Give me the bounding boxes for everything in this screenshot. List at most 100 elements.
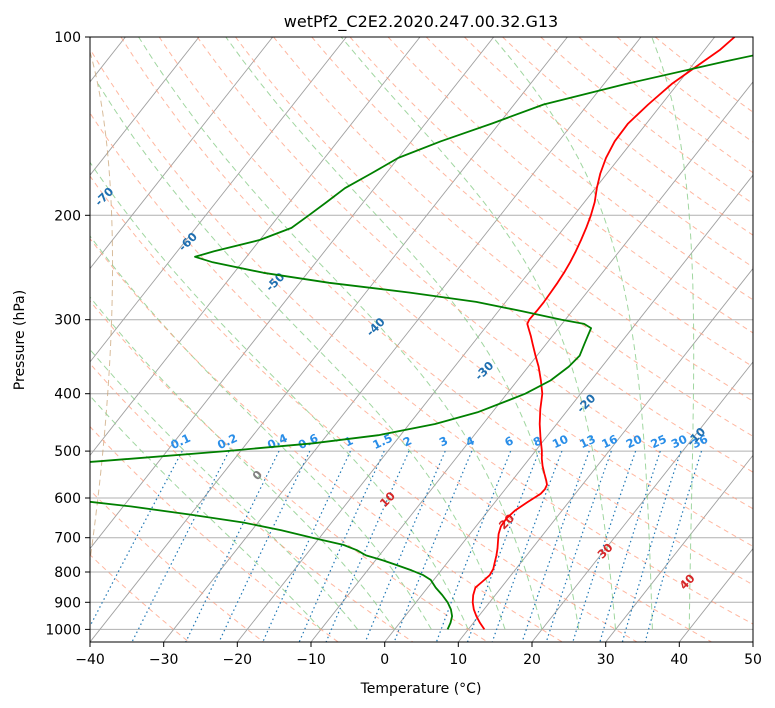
mixing-ratio-line bbox=[131, 450, 230, 642]
y-tick-label: 700 bbox=[54, 531, 81, 547]
pressure-gridlines bbox=[90, 37, 753, 630]
dry-adiabat-line bbox=[196, 37, 753, 510]
y-tick-label: 1000 bbox=[45, 622, 81, 638]
y-tick-label: 600 bbox=[54, 491, 81, 507]
y-tick-label: 800 bbox=[54, 565, 81, 581]
dry-adiabat-line bbox=[120, 37, 753, 586]
y-tick-label: 500 bbox=[54, 444, 81, 460]
dry-adiabat-line bbox=[540, 37, 753, 205]
dry-adiabat-label: -70 bbox=[92, 184, 117, 209]
y-tick-label: 100 bbox=[54, 30, 81, 46]
mixing-ratio-label: 25 bbox=[648, 432, 668, 451]
mixing-ratio-line bbox=[599, 450, 661, 642]
mixing-ratio-line bbox=[491, 450, 563, 642]
chart-title: wetPf2_C2E2.2020.247.00.32.G13 bbox=[284, 12, 558, 32]
moist-adiabat-line bbox=[492, 37, 653, 630]
moist-adiabat-label: 40 bbox=[676, 571, 697, 592]
dry-adiabat-label: -60 bbox=[175, 229, 200, 254]
x-tick-label: −30 bbox=[149, 652, 179, 668]
y-tick-label: 300 bbox=[54, 313, 81, 329]
moist-adiabat-line bbox=[97, 83, 506, 630]
y-tick-label: 200 bbox=[54, 208, 81, 224]
isotherm-line bbox=[236, 37, 716, 642]
moist-adiabat-line bbox=[90, 395, 322, 630]
mixing-ratio-line bbox=[572, 450, 637, 642]
mixing-ratio-line bbox=[466, 450, 540, 642]
isotherm-line bbox=[457, 267, 753, 642]
x-tick-label: 40 bbox=[670, 652, 688, 668]
dewpoint-series-line bbox=[90, 54, 753, 630]
moist-adiabat-line bbox=[90, 296, 396, 630]
dry-adiabat-line bbox=[311, 37, 753, 402]
isotherm-line bbox=[752, 641, 753, 642]
mixing-ratio-label: 1 bbox=[342, 433, 355, 449]
dry-adiabat-label: -40 bbox=[363, 315, 388, 340]
isotherm-line bbox=[384, 174, 753, 642]
isotherm-line bbox=[531, 361, 753, 642]
mixing-ratio-line bbox=[435, 450, 512, 642]
dry-adiabat-label: -20 bbox=[574, 391, 599, 416]
mixing-ratio-line bbox=[621, 450, 682, 642]
mixing-ratio-label: 3 bbox=[437, 433, 450, 449]
dry-adiabat-line bbox=[90, 362, 414, 642]
reference-curves bbox=[90, 51, 114, 561]
dry-adiabat-line bbox=[90, 300, 488, 642]
y-axis-label: Pressure (hPa) bbox=[12, 290, 28, 390]
mixing-ratio-label: 36 bbox=[690, 432, 710, 451]
moist-adiabat-line bbox=[90, 161, 469, 630]
x-tick-label: 10 bbox=[449, 652, 467, 668]
mixing-ratio-line bbox=[364, 450, 446, 642]
mixing-ratio-lines bbox=[90, 450, 703, 642]
moist-adiabat-line bbox=[651, 37, 695, 630]
mixing-ratio-line bbox=[90, 450, 183, 628]
sounding-series bbox=[90, 37, 753, 630]
dry-adiabat-line bbox=[158, 37, 753, 547]
dry-adiabat-line bbox=[90, 175, 638, 642]
moist-adiabat-line bbox=[90, 348, 359, 630]
mixing-ratio-label: 4 bbox=[464, 433, 477, 449]
plot-frame bbox=[89, 36, 754, 643]
x-tick-label: −40 bbox=[75, 652, 105, 668]
isotherm-line bbox=[90, 37, 274, 270]
moist-adiabat-lines bbox=[90, 37, 695, 630]
isotherm-line bbox=[90, 37, 495, 550]
dry-adiabat-line bbox=[90, 237, 563, 642]
isotherm-line bbox=[310, 81, 753, 642]
temperature-series-line bbox=[471, 37, 736, 630]
mixing-ratio-label: 10 bbox=[550, 432, 570, 451]
mixing-ratio-label: 16 bbox=[599, 432, 619, 451]
x-tick-label: −20 bbox=[223, 652, 253, 668]
x-tick-label: 20 bbox=[523, 652, 541, 668]
x-tick-label: −10 bbox=[296, 652, 326, 668]
isotherm-lines bbox=[90, 37, 753, 642]
y-tick-label: 400 bbox=[54, 387, 81, 403]
dry-adiabat-line bbox=[616, 37, 753, 143]
moist-adiabat-label: 0 bbox=[249, 467, 265, 483]
dry-adiabat-line bbox=[90, 489, 264, 642]
dry-adiabat-label: -80 bbox=[19, 143, 44, 168]
mixing-ratio-line bbox=[185, 450, 280, 642]
moist-adiabat-label: 10 bbox=[377, 489, 398, 510]
dry-adiabat-line bbox=[349, 37, 753, 368]
mixing-ratio-line bbox=[325, 450, 410, 642]
dry-adiabat-lines bbox=[90, 37, 753, 642]
dry-adiabat-line bbox=[90, 48, 753, 625]
dry-adiabat-line bbox=[502, 37, 753, 236]
isotherm-line bbox=[605, 454, 753, 642]
dry-adiabat-label: -30 bbox=[472, 358, 497, 383]
dry-adiabat-line bbox=[425, 37, 753, 301]
mixing-ratio-line bbox=[298, 450, 385, 642]
isotherm-line bbox=[90, 37, 200, 176]
dry-adiabat-line bbox=[654, 37, 753, 113]
mixing-ratio-line bbox=[218, 450, 311, 642]
mixing-ratio-label: 0.1 bbox=[168, 431, 192, 452]
isotherm-line bbox=[163, 37, 642, 642]
mixing-ratio-label: 6 bbox=[502, 433, 515, 449]
mixing-ratio-label: 2 bbox=[401, 433, 414, 449]
dry-adiabat-line bbox=[90, 425, 339, 642]
dry-adiabat-line bbox=[90, 112, 712, 642]
moist-adiabat-line bbox=[340, 37, 617, 630]
plot-area: 0.10.20.40.611.52346810131620253036-100-… bbox=[19, 37, 753, 642]
